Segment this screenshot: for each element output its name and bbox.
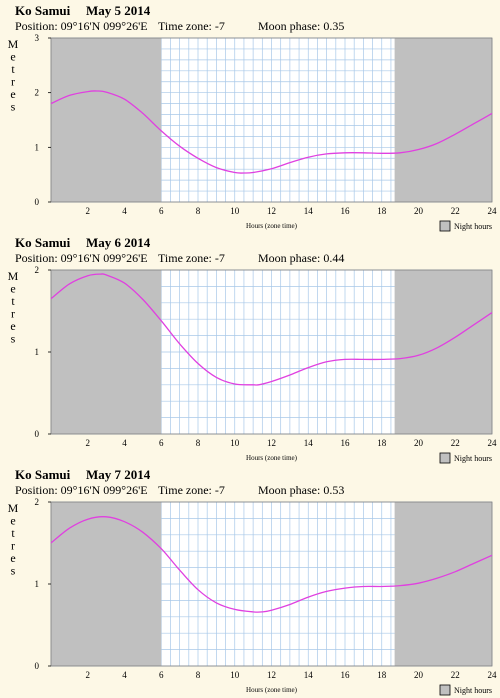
x-axis-label: Hours (zone time) [246, 454, 298, 462]
x-tick-label: 22 [451, 670, 460, 680]
position-text: Position: 09°16'N 099°26'E [15, 483, 148, 497]
place-name: Ko Samui [15, 467, 71, 482]
y-tick-label: 0 [35, 661, 40, 671]
y-tick-label: 2 [35, 265, 40, 275]
night-band [51, 502, 162, 666]
y-tick-label: 1 [35, 579, 40, 589]
place-name: Ko Samui [15, 3, 71, 18]
x-tick-label: 10 [230, 206, 240, 216]
x-tick-label: 18 [377, 670, 387, 680]
x-tick-label: 22 [451, 206, 460, 216]
x-tick-label: 8 [196, 438, 201, 448]
tide-chart-panel: Ko Samui May 7 2014 Position: 09°16'N 099°… [0, 464, 500, 696]
y-tick-label: 1 [35, 142, 40, 152]
x-tick-label: 18 [377, 438, 387, 448]
x-axis-label: Hours (zone time) [246, 222, 298, 230]
tide-curve [50, 273, 493, 386]
x-tick-label: 6 [159, 438, 164, 448]
chart-date: May 7 2014 [86, 467, 151, 482]
x-tick-label: 18 [377, 206, 387, 216]
x-tick-label: 16 [341, 206, 351, 216]
x-tick-label: 14 [304, 670, 314, 680]
night-band [394, 38, 492, 202]
x-tick-label: 12 [267, 670, 276, 680]
legend-swatch [439, 452, 451, 464]
x-tick-label: 2 [86, 438, 91, 448]
x-tick-label: 16 [341, 670, 351, 680]
timezone-text: Time zone: -7 [158, 19, 225, 33]
place-name: Ko Samui [15, 235, 71, 250]
x-tick-label: 2 [86, 670, 91, 680]
x-tick-label: 24 [488, 670, 498, 680]
x-tick-label: 14 [304, 438, 314, 448]
chart-date: May 6 2014 [86, 235, 151, 250]
x-tick-label: 24 [488, 206, 498, 216]
plot-frame [50, 37, 493, 203]
night-band [51, 270, 162, 434]
x-tick-label: 20 [414, 670, 424, 680]
x-tick-label: 22 [451, 438, 460, 448]
night-band [51, 38, 162, 202]
legend-label: Night hours [454, 686, 492, 695]
y-tick-label: 2 [35, 88, 40, 98]
x-tick-label: 4 [122, 438, 127, 448]
x-tick-label: 6 [159, 670, 164, 680]
x-tick-label: 16 [341, 438, 351, 448]
position-text: Position: 09°16'N 099°26'E [15, 19, 148, 33]
x-tick-label: 8 [196, 670, 201, 680]
x-tick-label: 4 [122, 206, 127, 216]
moon-phase-text: Moon phase: 0.53 [258, 483, 344, 497]
tide-chart-panel: Ko Samui May 5 2014 Position: 09°16'N 099°… [0, 0, 500, 232]
y-tick-label: 0 [35, 429, 40, 439]
x-tick-label: 20 [414, 438, 424, 448]
tide-curve [50, 516, 493, 613]
legend-label: Night hours [454, 222, 492, 231]
x-tick-label: 12 [267, 206, 276, 216]
y-tick-label: 3 [35, 33, 40, 43]
legend-swatch [439, 684, 451, 696]
position-text: Position: 09°16'N 099°26'E [15, 251, 148, 265]
tide-curve [50, 90, 493, 174]
timezone-text: Time zone: -7 [158, 483, 225, 497]
moon-phase-text: Moon phase: 0.44 [258, 251, 344, 265]
timezone-text: Time zone: -7 [158, 251, 225, 265]
y-tick-label: 0 [35, 197, 40, 207]
x-tick-label: 10 [230, 670, 240, 680]
night-band [394, 270, 492, 434]
x-tick-label: 24 [488, 438, 498, 448]
x-tick-label: 2 [86, 206, 91, 216]
moon-phase-text: Moon phase: 0.35 [258, 19, 344, 33]
y-tick-label: 1 [35, 347, 40, 357]
x-tick-label: 12 [267, 438, 276, 448]
x-tick-label: 10 [230, 438, 240, 448]
x-tick-label: 14 [304, 206, 314, 216]
x-tick-label: 8 [196, 206, 201, 216]
chart-date: May 5 2014 [86, 3, 151, 18]
x-tick-label: 20 [414, 206, 424, 216]
tide-chart-panel: Ko Samui May 6 2014 Position: 09°16'N 099°… [0, 232, 500, 464]
x-tick-label: 4 [122, 670, 127, 680]
legend-swatch [439, 220, 451, 232]
x-tick-label: 6 [159, 206, 164, 216]
night-band [394, 502, 492, 666]
x-axis-label: Hours (zone time) [246, 686, 298, 694]
y-tick-label: 2 [35, 497, 40, 507]
legend-label: Night hours [454, 454, 492, 463]
